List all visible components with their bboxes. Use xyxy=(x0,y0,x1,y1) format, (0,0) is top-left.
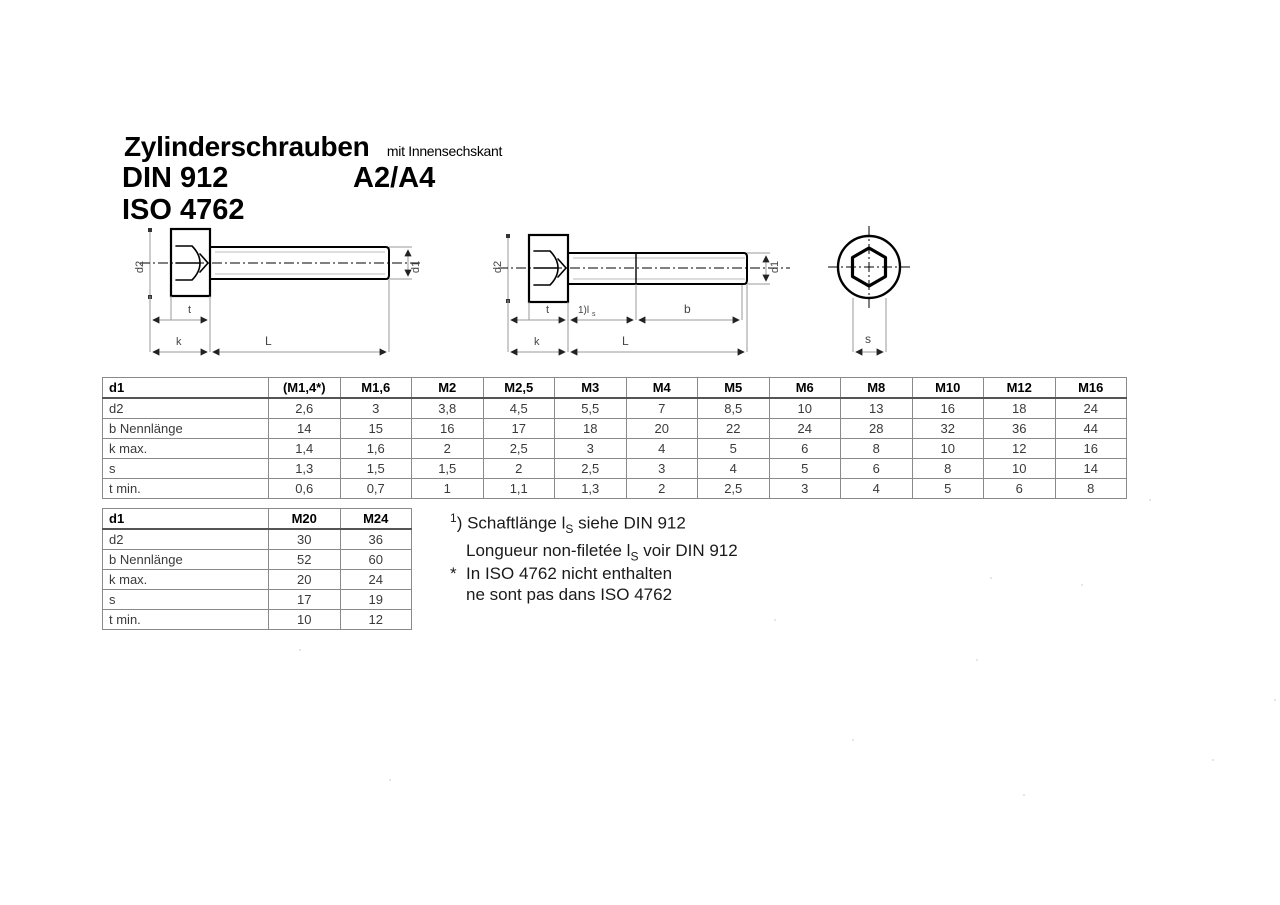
svg-text:L: L xyxy=(622,334,629,348)
svg-text:b: b xyxy=(684,302,691,316)
svg-text:d2: d2 xyxy=(492,261,504,273)
svg-text:s: s xyxy=(592,311,596,318)
svg-text:t: t xyxy=(188,304,191,316)
svg-text:d2: d2 xyxy=(134,261,146,273)
svg-text:k: k xyxy=(176,336,182,348)
svg-text:d1: d1 xyxy=(769,261,781,273)
svg-text:L: L xyxy=(265,334,272,348)
svg-text:t: t xyxy=(546,304,549,316)
svg-text:k: k xyxy=(534,336,540,348)
svg-text:s: s xyxy=(865,332,871,346)
svg-text:1)l: 1)l xyxy=(578,305,589,316)
svg-text:d1: d1 xyxy=(410,261,422,273)
